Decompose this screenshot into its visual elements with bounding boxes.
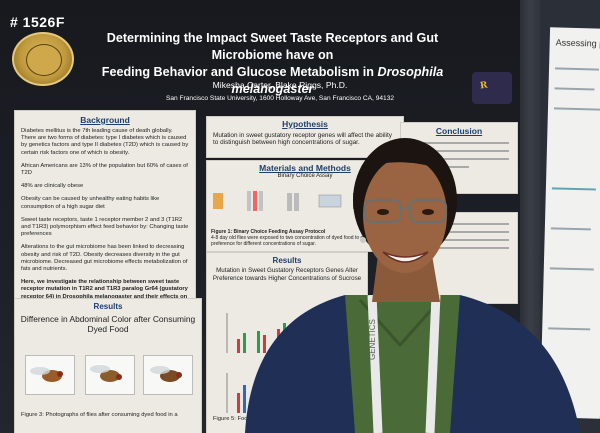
- background-panel: Background Diabetes mellitus is the 7th …: [14, 110, 196, 309]
- text-line: [550, 227, 591, 231]
- affiliation: San Francisco State University, 1600 Hol…: [165, 95, 395, 102]
- lab-logo-mark: R: [479, 80, 489, 92]
- adjacent-poster: Assessing progranul: [539, 27, 600, 419]
- poster-number: # 1526F: [10, 14, 65, 30]
- methods-caption-title: Figure 1: Binary Choice Feeding Assay Pr…: [211, 229, 326, 235]
- hypothesis-text: Mutation in sweet gustatory receptor gen…: [213, 132, 392, 147]
- adjacent-poster-heading: Assessing progranul: [555, 37, 600, 49]
- lab-logo: R: [472, 72, 512, 104]
- hypothesis-heading: Hypothesis: [282, 119, 328, 129]
- text-line: [427, 223, 509, 225]
- fly-icon: [150, 366, 182, 382]
- authors: Mikesha Carter, Blake Riggs, Ph.D.: [212, 80, 348, 90]
- background-heading: Background: [80, 115, 130, 125]
- text-line: [427, 239, 509, 241]
- title-species: Drosophila melanogaster: [231, 65, 444, 96]
- methods-panel: Materials and Methods Binary Choice Assa…: [206, 160, 404, 252]
- results-center-caption: Figure 5: Food: [213, 416, 251, 422]
- conclusion-heading: Conclusion: [435, 126, 483, 136]
- text-line: [409, 158, 509, 160]
- text-line: [409, 150, 509, 152]
- background-intro: Diabetes mellitus is the 7th leading cau…: [21, 128, 189, 156]
- fly-photo: [85, 355, 135, 395]
- results-bar-figure: [226, 313, 286, 413]
- background-bullet-2: 48% are clinically obese: [21, 183, 84, 190]
- text-line: [548, 327, 591, 331]
- text-line: [427, 231, 509, 233]
- title-line-1: Determining the Impact Sweet Taste Recep…: [106, 31, 439, 62]
- methods-caption: Figure 1: Binary Choice Feeding Assay Pr…: [211, 229, 401, 247]
- background-bullet-1: African Americans are 13% of the populat…: [21, 162, 188, 177]
- title-line-2: Feeding Behavior and Glucose Metabolism …: [70, 64, 475, 98]
- text-line: [409, 166, 469, 168]
- text-line: [549, 267, 594, 271]
- results-subtitle: Difference in Abdominal Color after Cons…: [20, 314, 196, 334]
- conclusion-panel: Conclusion: [400, 122, 518, 194]
- hypothesis-panel: Hypothesis Mutation in sweet gustatory r…: [206, 116, 404, 158]
- text-line: [555, 67, 600, 71]
- seal-center: [26, 44, 62, 76]
- background-bullet-3: Obesity can be caused by unhealthy eatin…: [21, 196, 160, 210]
- text-line: [427, 247, 509, 249]
- title-line-2-text: Feeding Behavior and Glucose Metabolism …: [101, 65, 378, 79]
- methods-caption-text: 4-8 day old flies were exposed to two co…: [211, 235, 383, 247]
- fly-photo: [25, 355, 75, 395]
- poster-title: Determining the Impact Sweet Taste Recep…: [70, 30, 475, 98]
- figure-strip: [551, 187, 596, 191]
- text-line: [409, 142, 509, 144]
- results-heading: Results: [93, 302, 123, 311]
- lanyard-text: GENETICS: [368, 319, 377, 360]
- methods-heading: Materials and Methods: [259, 163, 351, 173]
- future-directions-panel: [418, 212, 518, 304]
- results-center-heading: Results: [272, 256, 302, 265]
- fly-photo: [143, 355, 193, 395]
- results-figure-caption: Figure 3: Photographs of flies after con…: [21, 412, 178, 418]
- background-bullet-4: Sweet taste receptors, taste 1 receptor …: [21, 216, 189, 238]
- results-center-subtitle: Mutation in Sweet Gustatory Receptors Ge…: [212, 267, 362, 282]
- university-seal: [12, 32, 74, 86]
- text-line: [553, 107, 600, 111]
- methods-subtitle: Binary Choice Assay: [277, 173, 333, 179]
- fly-icon: [30, 367, 63, 382]
- methods-diagram: [213, 191, 367, 211]
- results-panel-left: Results Difference in Abdominal Color af…: [14, 298, 202, 433]
- fly-icon: [90, 365, 122, 382]
- text-line: [554, 87, 595, 91]
- background-bullet-5: Alterations to the gut microbiome has be…: [21, 244, 188, 273]
- results-panel-center: Results Mutation in Sweet Gustatory Rece…: [206, 252, 368, 433]
